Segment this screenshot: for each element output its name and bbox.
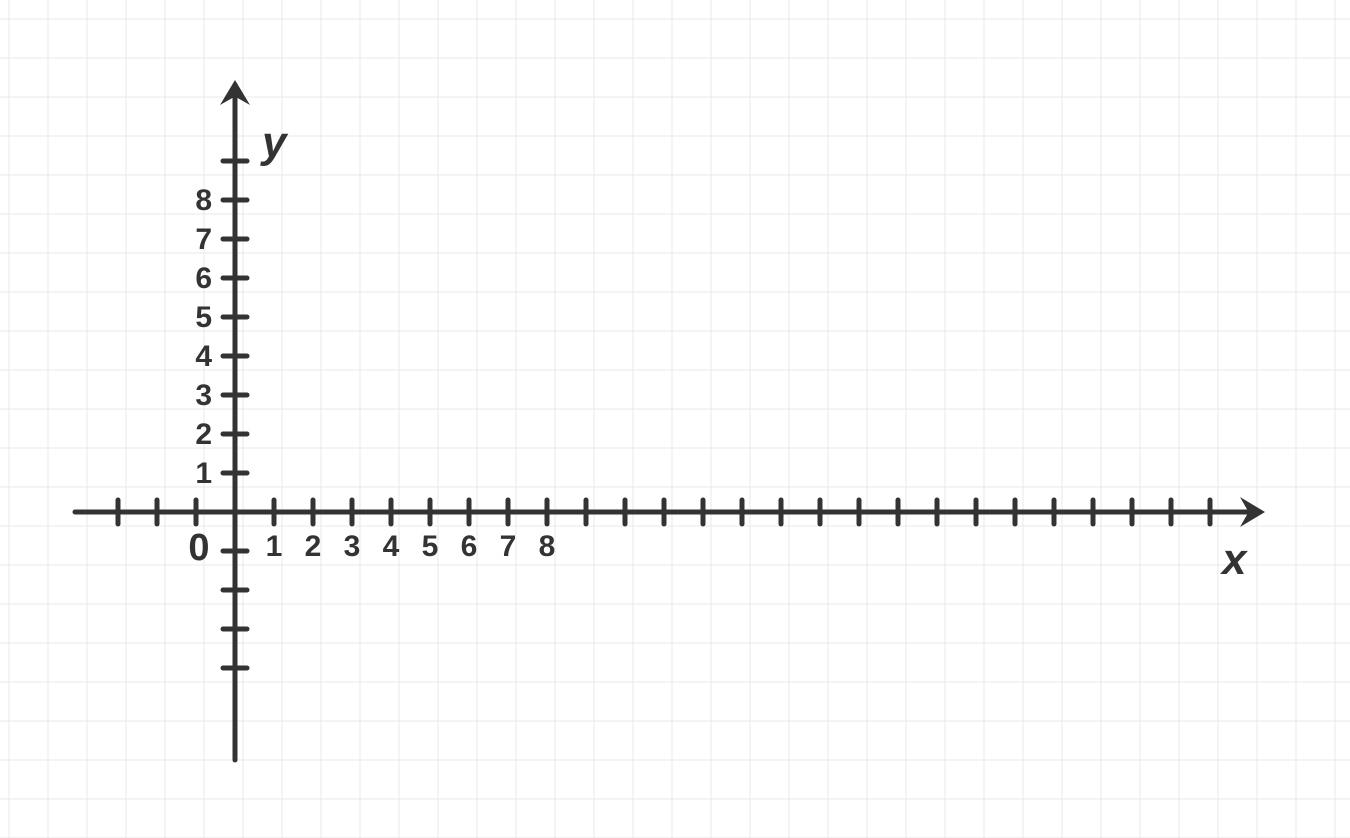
x-tick-label: 3 — [344, 530, 361, 563]
x-tick-label: 1 — [266, 530, 283, 563]
y-tick-label: 5 — [195, 301, 212, 334]
y-axis-label: y — [260, 118, 289, 167]
y-tick-label: 7 — [195, 223, 212, 256]
x-tick-label: 6 — [461, 530, 478, 563]
x-tick-label: 2 — [305, 530, 322, 563]
y-tick-label: 3 — [195, 379, 212, 412]
x-tick-label: 7 — [500, 530, 517, 563]
x-axis-label: x — [1220, 535, 1248, 584]
y-tick-label: 4 — [195, 340, 212, 373]
origin-label: 0 — [188, 527, 209, 569]
y-tick-label: 6 — [195, 262, 212, 295]
x-tick-label: 8 — [539, 530, 556, 563]
coordinate-chart: 12345678x12345678y0 — [0, 0, 1350, 838]
y-tick-label: 2 — [195, 418, 212, 451]
x-tick-label: 5 — [422, 530, 439, 563]
y-tick-label: 1 — [195, 457, 212, 490]
x-tick-label: 4 — [383, 530, 400, 563]
y-tick-label: 8 — [195, 184, 212, 217]
